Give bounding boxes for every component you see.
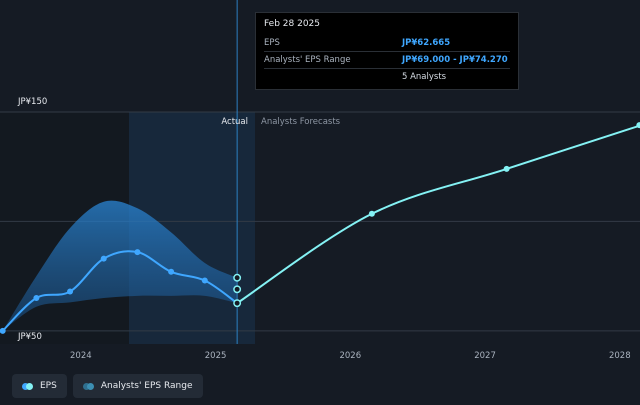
tooltip-eps-value: JP¥62.665 <box>402 38 451 48</box>
legend-range-label: Analysts' EPS Range <box>100 381 193 391</box>
eps-point-6 <box>201 277 208 284</box>
range-legend-icon <box>82 382 94 390</box>
x-tick-2028: 2028 <box>609 351 631 361</box>
x-tick-2024: 2024 <box>70 351 92 361</box>
axis-ticks: 2024 2025 2026 2027 2028 JP¥150 JP¥50 <box>17 97 631 361</box>
y-tick-150: JP¥150 <box>17 97 47 107</box>
eps-point-5 <box>168 268 175 275</box>
legend-range[interactable]: Analysts' EPS Range <box>72 374 203 398</box>
tooltip-eps-label: EPS <box>264 38 280 48</box>
x-tick-2025: 2025 <box>205 351 227 361</box>
x-tick-2026: 2026 <box>339 351 361 361</box>
actual-label: Actual <box>221 117 248 127</box>
eps-current-point <box>233 299 242 308</box>
x-tick-2027: 2027 <box>474 351 496 361</box>
range-marker-1 <box>233 273 242 282</box>
eps-point-2 <box>67 288 74 295</box>
tooltip-range-row: Analysts' EPS Range JP¥69.000 - JP¥74.27… <box>264 52 510 69</box>
range-marker-0 <box>233 285 242 294</box>
forecast-point-last <box>636 122 640 129</box>
legend: EPS Analysts' EPS Range <box>12 374 203 398</box>
tooltip-date: Feb 28 2025 <box>264 19 321 29</box>
eps-point-3 <box>100 255 107 262</box>
legend-eps[interactable]: EPS <box>12 374 67 398</box>
eps-point-4 <box>134 249 141 256</box>
eps-range-area <box>2 200 238 331</box>
tooltip-analysts-row: 5 Analysts <box>264 69 510 85</box>
forecast-point-1 <box>503 165 510 172</box>
y-tick-50: JP¥50 <box>17 332 42 342</box>
eps-legend-icon <box>22 382 33 390</box>
tooltip-range-label: Analysts' EPS Range <box>264 55 351 65</box>
tooltip-range-value: JP¥69.000 - JP¥74.270 <box>402 55 508 65</box>
data-points <box>0 122 640 334</box>
tooltip-eps-row: EPS JP¥62.665 <box>264 35 510 52</box>
forecast-point-0 <box>368 210 375 217</box>
eps-point-0 <box>0 327 6 334</box>
eps-point-1 <box>33 295 40 302</box>
tooltip: Feb 28 2025 EPS JP¥62.665 Analysts' EPS … <box>255 12 519 90</box>
legend-eps-label: EPS <box>40 381 57 391</box>
forecast-label: Analysts Forecasts <box>261 117 341 127</box>
tooltip-analysts: 5 Analysts <box>402 72 447 82</box>
eps-forecast-line <box>236 124 640 304</box>
